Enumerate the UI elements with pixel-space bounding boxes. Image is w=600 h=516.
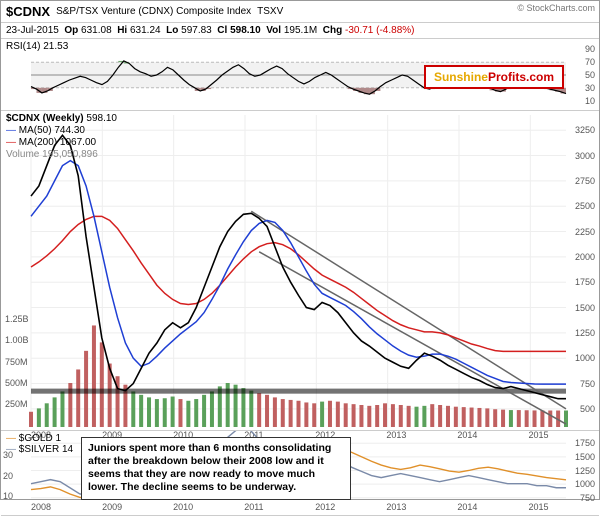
rsi-panel: RSI(14) 21.53 9070503010 SunshineProfits… <box>1 39 599 111</box>
ma50-legend: — MA(50) 744.30 <box>6 125 85 136</box>
ohlc-row: 23-Jul-2015 Op 631.08 Hi 631.24 Lo 597.8… <box>1 23 599 39</box>
main-title: $CDNX (Weekly) 598.10 <box>6 113 117 124</box>
bottom-right-axis: 1750150012501000750 <box>567 431 597 515</box>
rsi-label: RSI(14) 21.53 <box>6 41 68 52</box>
logo-badge: SunshineProfits.com <box>424 65 564 89</box>
bottom-panel: — $GOLD 1 — $SILVER 14 17501500125010007… <box>1 431 599 516</box>
symbol: $CDNX <box>6 4 50 19</box>
main-axis: 3250300027502500225020001750150012501000… <box>567 111 597 430</box>
index-name: S&P/TSX Venture (CDNX) Composite Index <box>56 6 251 17</box>
chart-header: $CDNX S&P/TSX Venture (CDNX) Composite I… <box>1 1 599 23</box>
attribution: © StockCharts.com <box>517 3 595 13</box>
main-panel: $CDNX (Weekly) 598.10 — MA(50) 744.30 — … <box>1 111 599 431</box>
bottom-legend: — $GOLD 1 — $SILVER 14 <box>6 433 73 455</box>
rsi-axis: 9070503010 <box>567 39 597 110</box>
ma200-legend: — MA(200) 1067.00 <box>6 137 96 148</box>
vol-legend: Volume 195,050,896 <box>6 149 98 160</box>
annotation-box: Juniors spent more than 6 months consoli… <box>81 437 351 500</box>
bottom-x-axis: 20082009201020112012201320142015 <box>31 502 564 514</box>
exchange: TSXV <box>257 6 283 17</box>
